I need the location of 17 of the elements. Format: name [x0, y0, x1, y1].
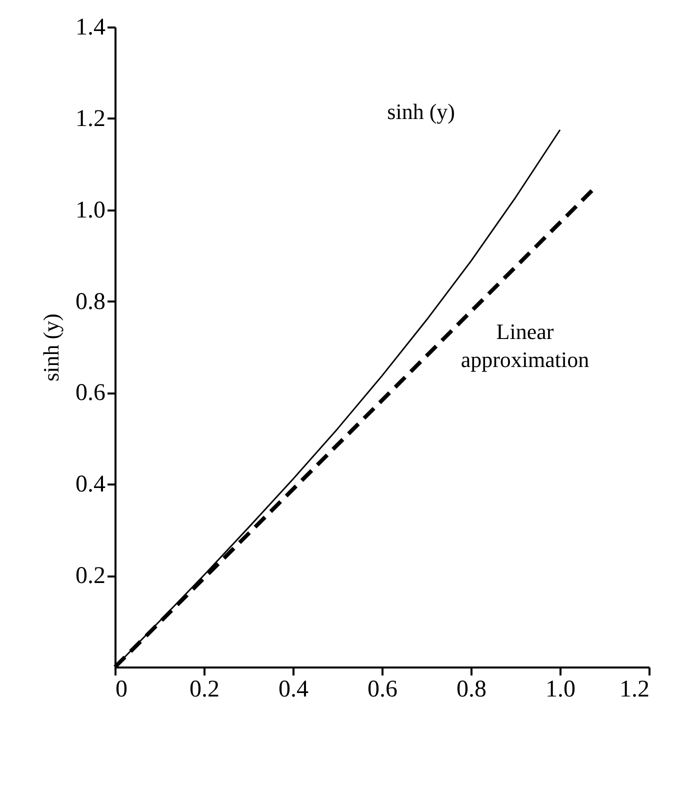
y-tick-label: 0.8	[76, 288, 106, 315]
x-tick-label: 0.4	[278, 676, 308, 702]
x-tick-label: 0.6	[368, 676, 398, 702]
y-axis-title: sinh (y)	[38, 314, 64, 382]
y-tick-label: 1.2	[76, 106, 106, 132]
y-tick-label: 1.4	[76, 14, 106, 40]
y-tick-label: 0.2	[76, 563, 106, 590]
x-tick-label: 0.8	[456, 676, 486, 702]
annotation: Linear approximation	[460, 319, 590, 372]
y-tick-label: 0.6	[76, 380, 106, 406]
y-tick-label: 1.0	[76, 197, 106, 224]
x-tick-label: 1.2	[620, 676, 650, 702]
y-tick-label: 0.4	[76, 472, 106, 498]
x-tick-label: 0	[116, 676, 128, 702]
annotation: sinh (y)	[387, 99, 455, 124]
x-tick-label: 1.0	[546, 676, 576, 702]
x-tick-label: 0.2	[190, 676, 220, 702]
